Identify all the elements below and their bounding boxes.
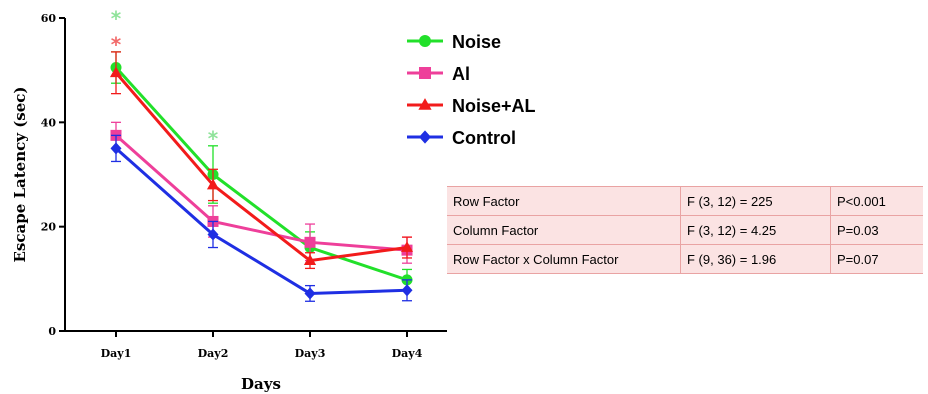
y-tick-label: 0 xyxy=(48,325,56,338)
significance-star: * xyxy=(111,32,122,56)
table-row: Row Factor F (3, 12) = 225 P<0.001 xyxy=(447,186,923,216)
legend: Noise Al Noise+AL Control xyxy=(407,32,536,148)
anova-table: Row Factor F (3, 12) = 225 P<0.001 Colum… xyxy=(447,186,923,274)
legend-marker xyxy=(419,130,431,144)
legend-label: Noise+AL xyxy=(452,96,536,116)
data-point xyxy=(303,254,317,265)
x-axis-title: Days xyxy=(241,375,281,393)
p-value-cell: P=0.03 xyxy=(830,215,923,245)
annotation-layer: *** xyxy=(111,6,219,150)
x-tick-label: Day4 xyxy=(392,347,423,360)
axes: 0 20 40 60 Day1 Day2 Day3 Day4 xyxy=(41,12,447,360)
table-row: Row Factor x Column Factor F (9, 36) = 1… xyxy=(447,244,923,274)
legend-marker xyxy=(418,98,432,110)
y-tick-label: 40 xyxy=(41,116,57,129)
legend-marker xyxy=(419,67,431,79)
p-value-cell: P=0.07 xyxy=(830,244,923,274)
legend-item: Noise+AL xyxy=(407,96,536,116)
series-line xyxy=(115,147,408,295)
factor-cell: Column Factor xyxy=(447,215,681,245)
legend-item: Noise xyxy=(407,32,501,52)
legend-label: Control xyxy=(452,128,516,148)
data-point xyxy=(109,66,123,78)
series-control xyxy=(110,134,413,302)
data-point xyxy=(304,236,316,248)
y-tick-label: 20 xyxy=(41,221,57,234)
y-tick-label: 60 xyxy=(41,12,57,25)
legend-marker xyxy=(419,35,431,47)
x-tick-label: Day1 xyxy=(101,347,132,360)
factor-cell: Row Factor x Column Factor xyxy=(447,244,681,274)
table-row: Column Factor F (3, 12) = 4.25 P=0.03 xyxy=(447,215,923,245)
f-value-cell: F (3, 12) = 4.25 xyxy=(680,215,831,245)
data-point xyxy=(206,178,220,190)
data-point xyxy=(207,228,219,241)
significance-star: * xyxy=(111,6,122,30)
data-point xyxy=(401,284,413,297)
p-value-cell: P<0.001 xyxy=(830,186,923,216)
f-value-cell: F (9, 36) = 1.96 xyxy=(680,244,831,274)
data-point xyxy=(400,241,414,252)
legend-item: Control xyxy=(407,128,516,148)
significance-star: * xyxy=(208,126,219,150)
data-point xyxy=(110,142,122,155)
series-line xyxy=(115,134,408,252)
x-tick-label: Day2 xyxy=(198,347,229,360)
data-point xyxy=(304,287,316,300)
series-al xyxy=(110,121,413,264)
x-tick-label: Day3 xyxy=(295,347,326,360)
legend-item: Al xyxy=(407,64,470,84)
series-noise-al xyxy=(109,51,414,270)
factor-cell: Row Factor xyxy=(447,186,681,216)
series-line xyxy=(114,71,408,263)
y-axis-title: Escape Latency (sec) xyxy=(11,86,29,262)
legend-label: Noise xyxy=(452,32,501,52)
series-line xyxy=(114,66,408,282)
series-layer xyxy=(109,51,414,302)
f-value-cell: F (3, 12) = 225 xyxy=(680,186,831,216)
legend-label: Al xyxy=(452,64,470,84)
